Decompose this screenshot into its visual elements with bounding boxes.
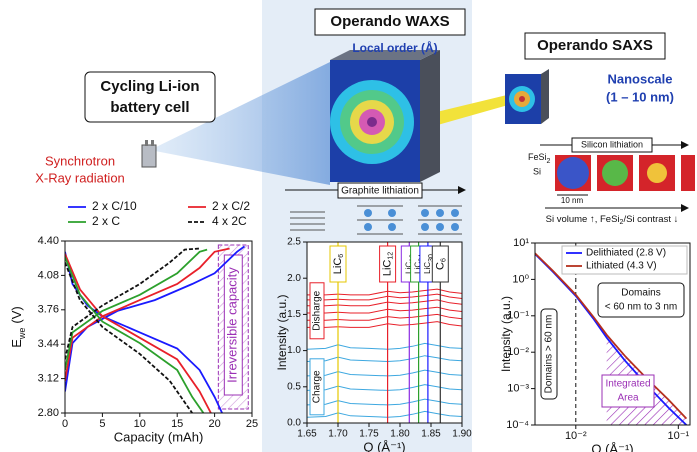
- saxs-subtitle: (1 – 10 nm): [606, 89, 674, 104]
- x-tick-label: 10⁻¹: [667, 430, 689, 442]
- y-tick-label: 1.5: [287, 309, 301, 320]
- saxs-title: Operando SAXS: [537, 37, 653, 54]
- marker-label-main: C: [434, 262, 446, 270]
- marker-label-sub: 6: [441, 258, 448, 262]
- x-axis-label: Capacity (mAh): [114, 429, 204, 444]
- y-tick-label: 10⁻³: [507, 383, 529, 395]
- x-tick-label: 25: [246, 418, 258, 430]
- marker-label-main: LiC: [332, 258, 344, 275]
- y-tick-label: 10⁻⁴: [506, 419, 529, 431]
- x-tick-label: 1.85: [421, 429, 441, 440]
- waxs-subtitle: Local order (Å): [352, 40, 437, 55]
- si-label: Si: [533, 166, 541, 176]
- x-tick-label: 1.65: [297, 429, 317, 440]
- y-tick-label: 1.0: [287, 345, 301, 356]
- legend-label: 4 x 2C: [212, 214, 247, 228]
- y-tick-label: 4.40: [38, 235, 59, 247]
- x-tick-label: 0: [62, 418, 68, 430]
- x-axis-label: Q (Å⁻¹): [363, 439, 405, 452]
- x-tick-label: 1.70: [328, 429, 348, 440]
- y-tick-label: 3.12: [38, 373, 59, 385]
- legend-label: 2 x C/2: [212, 199, 250, 213]
- side-label: Charge: [312, 370, 323, 403]
- marker-label-sub: 12: [388, 252, 395, 260]
- marker-label-main: LiC: [423, 262, 432, 274]
- si-caption: Si volume ↑, FeSi2/Si contrast ↓: [546, 214, 679, 227]
- annotation: Domains: [621, 288, 660, 299]
- scale-bar: 10 nm: [561, 196, 584, 205]
- y-tick-label: 0.5: [287, 381, 301, 392]
- page: {"chart_data":[ {"type":"line","xlabel":…: [0, 0, 697, 452]
- y-tick-label: 10¹: [513, 237, 529, 249]
- marker-label-main: LiC: [382, 260, 394, 277]
- y-tick-label: 10⁰: [512, 273, 529, 285]
- legend-label: Lithiated (4.3 V): [586, 261, 657, 272]
- cell-label: battery cell: [110, 99, 189, 116]
- x-tick-label: 10⁻²: [565, 430, 587, 442]
- y-axis-label: Intensity (a.u.): [275, 294, 289, 370]
- annotation: Area: [617, 393, 639, 404]
- x-tick-label: 10: [134, 418, 146, 430]
- legend-label: Delithiated (2.8 V): [586, 248, 666, 259]
- contrast-arrow: [545, 204, 689, 212]
- figure: Operando WAXS Local order (Å) Operando S…: [0, 0, 697, 452]
- silicon-label: Silicon lithiation: [581, 139, 643, 149]
- waxs-detector: [330, 50, 440, 182]
- graphite-label: Graphite lithiation: [341, 186, 419, 197]
- y-tick-label: 3.76: [38, 304, 59, 316]
- x-axis-label: Q (Å⁻¹): [591, 441, 633, 452]
- y-axis-label: Ewe (V): [9, 306, 27, 348]
- y-tick-label: 2.80: [38, 407, 59, 419]
- legend-label: 2 x C/10: [92, 199, 137, 213]
- annotation: Integrated: [605, 379, 650, 390]
- x-tick-label: 1.80: [390, 429, 410, 440]
- marker-label-sub: 6: [338, 254, 345, 258]
- y-axis-label: Intensity (a.u.): [499, 296, 513, 372]
- y-tick-label: 3.44: [38, 338, 59, 350]
- y-label-unit: (V): [9, 306, 24, 323]
- y-label-main: E: [9, 339, 24, 348]
- fesi-label: FeSi2: [528, 152, 551, 165]
- silicon-icons: [555, 155, 695, 195]
- waxs-title: Operando WAXS: [330, 13, 449, 30]
- annotation: < 60 nm to 3 nm: [605, 302, 678, 313]
- source-label: Synchrotron: [45, 153, 115, 168]
- y-tick-label: 0.0: [287, 418, 301, 429]
- battery-cell: [142, 140, 156, 167]
- cell-label: Cycling Li-ion: [100, 78, 199, 95]
- y-tick-label: 2.0: [287, 273, 301, 284]
- source-label: X-Ray radiation: [35, 170, 125, 185]
- annotation: Domains > 60 nm: [544, 315, 555, 394]
- saxs-subtitle: Nanoscale: [607, 71, 672, 86]
- x-tick-label: 1.90: [452, 429, 472, 440]
- y-tick-label: 4.08: [38, 269, 59, 281]
- x-tick-label: 15: [171, 418, 183, 430]
- x-tick-label: 5: [99, 418, 105, 430]
- y-label-sub: we: [17, 328, 27, 341]
- annotation: Irreversible capacity: [225, 267, 240, 383]
- y-tick-label: 2.5: [287, 237, 301, 248]
- x-tick-label: 1.75: [359, 429, 379, 440]
- legend-label: 2 x C: [92, 214, 120, 228]
- x-tick-label: 20: [208, 418, 220, 430]
- side-label: Disharge: [312, 290, 323, 330]
- saxs-detector: [505, 69, 549, 124]
